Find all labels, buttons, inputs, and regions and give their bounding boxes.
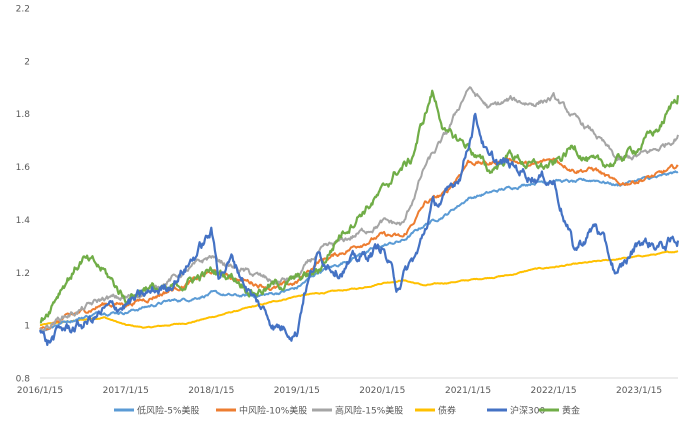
series-line-0 <box>39 170 679 333</box>
y-tick-label: 1.2 <box>16 269 30 279</box>
x-tick-label: 2020/1/15 <box>359 386 405 396</box>
x-tick-label: 2017/1/15 <box>103 386 149 396</box>
x-tick-label: 2019/1/15 <box>274 386 320 396</box>
series-line-4 <box>38 112 680 346</box>
y-axis-ticks: 0.8 1 1.2 1.4 1.6 1.8 2 2.2 <box>16 5 31 385</box>
legend: 低风险-5%美股 中风险-10%美股 高风险-15%美股 债券 沪深300 黄金 <box>114 405 580 417</box>
y-tick-label: 1.8 <box>16 110 31 120</box>
legend-label: 黄金 <box>562 405 580 417</box>
x-tick-label: 2016/1/15 <box>17 386 63 396</box>
x-tick-label: 2021/1/15 <box>445 386 491 396</box>
legend-label: 沪深300 <box>510 405 545 417</box>
legend-label: 债券 <box>438 405 456 417</box>
y-tick-label: 2.2 <box>16 5 30 15</box>
x-axis-ticks: 2016/1/15 2017/1/15 2018/1/15 2019/1/15 2020… <box>17 386 662 396</box>
series-line-1 <box>39 156 679 331</box>
series-line-5 <box>39 89 680 324</box>
legend-label: 低风险-5%美股 <box>137 405 200 417</box>
x-tick-label: 2018/1/15 <box>188 386 234 396</box>
x-tick-label: 2022/1/15 <box>531 386 577 396</box>
series-layer <box>38 86 680 346</box>
x-tick-label: 2023/1/15 <box>616 386 662 396</box>
legend-label: 中风险-10%美股 <box>239 405 307 417</box>
y-tick-label: 1.6 <box>16 163 31 173</box>
legend-label: 高风险-15%美股 <box>335 405 403 417</box>
y-tick-label: 1.4 <box>16 216 31 226</box>
y-tick-label: 0.8 <box>16 375 31 385</box>
series-line-3 <box>39 250 679 329</box>
y-tick-label: 1 <box>24 322 30 332</box>
y-tick-label: 2 <box>24 57 30 67</box>
